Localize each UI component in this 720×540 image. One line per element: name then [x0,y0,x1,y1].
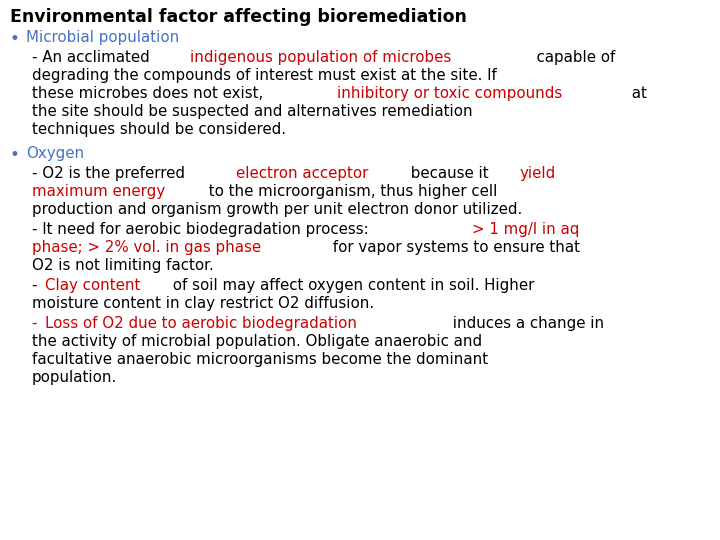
Text: techniques should be considered.: techniques should be considered. [32,122,286,137]
Text: population.: population. [32,370,117,385]
Text: Oxygen: Oxygen [26,146,84,161]
Text: inhibitory or toxic compounds: inhibitory or toxic compounds [336,86,562,101]
Text: phase; > 2% vol. in gas phase: phase; > 2% vol. in gas phase [32,240,261,255]
Text: - O2 is the preferred: - O2 is the preferred [32,166,190,181]
Text: maximum energy: maximum energy [32,184,165,199]
Text: the activity of microbial population. Obligate anaerobic and: the activity of microbial population. Ob… [32,334,482,349]
Text: for vapor systems to ensure that: for vapor systems to ensure that [328,240,580,255]
Text: yield: yield [519,166,555,181]
Text: •: • [10,30,20,48]
Text: - It need for aerobic biodegradation process:: - It need for aerobic biodegradation pro… [32,222,374,237]
Text: because it: because it [406,166,494,181]
Text: to the microorganism, thus higher cell: to the microorganism, thus higher cell [204,184,497,199]
Text: of soil may affect oxygen content in soil. Higher: of soil may affect oxygen content in soi… [168,278,535,293]
Text: the site should be suspected and alternatives remediation: the site should be suspected and alterna… [32,104,472,119]
Text: -: - [32,278,42,293]
Text: O2 is not limiting factor.: O2 is not limiting factor. [32,258,214,273]
Text: degrading the compounds of interest must exist at the site. If: degrading the compounds of interest must… [32,68,497,83]
Text: •: • [10,146,20,164]
Text: Environmental factor affecting bioremediation: Environmental factor affecting bioremedi… [10,8,467,26]
Text: -: - [32,316,42,331]
Text: at: at [627,86,647,101]
Text: indigenous population of microbes: indigenous population of microbes [190,50,451,65]
Text: facultative anaerobic microorganisms become the dominant: facultative anaerobic microorganisms bec… [32,352,488,367]
Text: Microbial population: Microbial population [26,30,179,45]
Text: capable of: capable of [527,50,616,65]
Text: induces a change in: induces a change in [448,316,604,331]
Text: Clay content: Clay content [45,278,140,293]
Text: production and organism growth per unit electron donor utilized.: production and organism growth per unit … [32,202,522,217]
Text: electron acceptor: electron acceptor [235,166,368,181]
Text: - An acclimated: - An acclimated [32,50,155,65]
Text: Loss of O2 due to aerobic biodegradation: Loss of O2 due to aerobic biodegradation [45,316,357,331]
Text: these microbes does not exist,: these microbes does not exist, [32,86,268,101]
Text: > 1 mg/l in aq: > 1 mg/l in aq [472,222,580,237]
Text: moisture content in clay restrict O2 diffusion.: moisture content in clay restrict O2 dif… [32,296,374,311]
